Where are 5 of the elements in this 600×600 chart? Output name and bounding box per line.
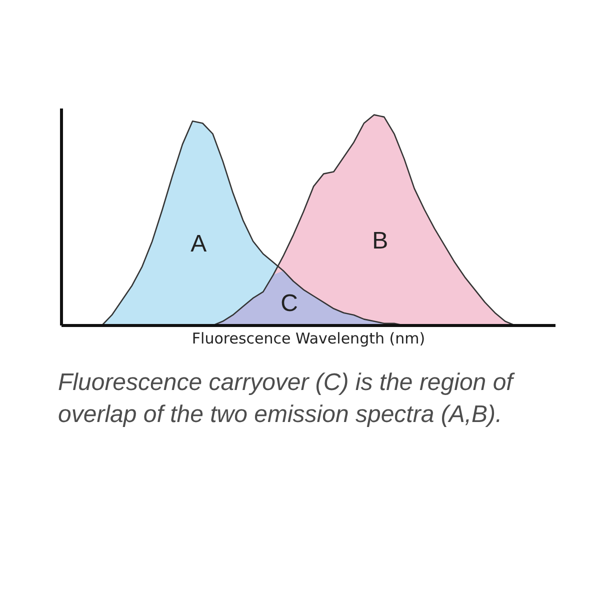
text: Fluorescence carryover (C) is the region of overlap of the two emission spectra (A,B).	[58, 368, 516, 430]
series-label: B	[372, 228, 388, 255]
series-label: C	[280, 290, 298, 318]
series-label: A	[190, 230, 207, 258]
x-axis-title: Fluorescence Wavelength (nm)	[192, 330, 426, 348]
